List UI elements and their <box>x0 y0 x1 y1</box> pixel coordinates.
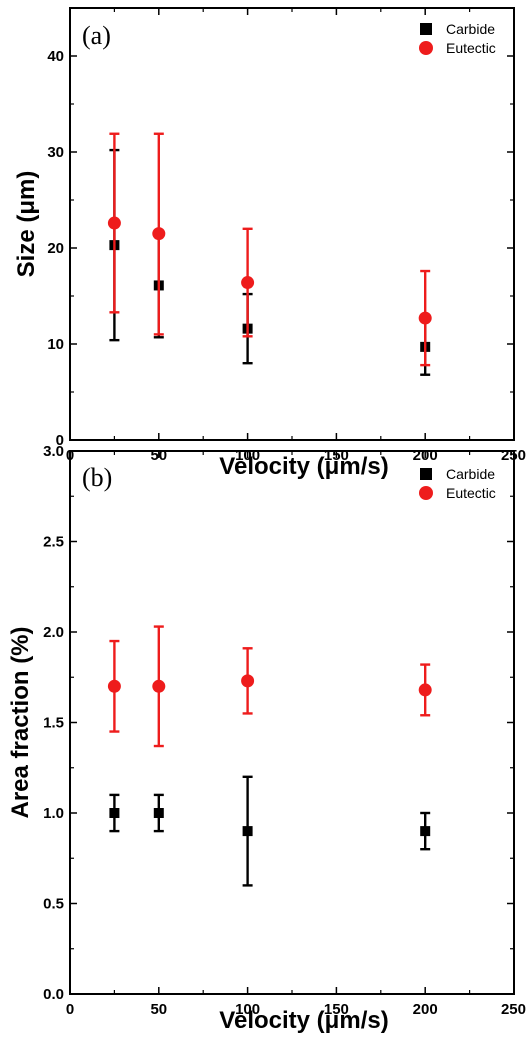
panel-b-x-tick-label: 50 <box>150 1001 167 1018</box>
panel-a-y-tick-label: 30 <box>47 144 64 161</box>
panel-b-carbide-point <box>242 826 253 837</box>
panel-a-legend-carbide-label: Carbide <box>446 21 495 37</box>
panel-b-y-axis-label: Area fraction (%) <box>7 626 34 818</box>
panel-b-eutectic-point <box>152 679 166 693</box>
panel-a-eutectic-point <box>241 276 255 290</box>
panel-a-eutectic-point <box>152 227 166 241</box>
panel-b-panel-label: (b) <box>82 463 112 492</box>
panel-b-carbide-point <box>109 808 120 818</box>
panel-a-y-tick-label: 0 <box>56 432 64 449</box>
panel-b-eutectic-point <box>241 674 255 688</box>
panel-b-x-axis-label: Velocity (μm/s) <box>219 1007 388 1034</box>
panel-a-x-axis-label: Velocity (μm/s) <box>219 453 388 480</box>
panel-b-y-tick-label: 2.0 <box>43 624 64 641</box>
panel-b-y-tick-label: 2.5 <box>43 534 64 551</box>
panel-b-eutectic-point <box>107 679 121 693</box>
panel-b-x-tick-label: 200 <box>413 1001 438 1018</box>
panel-b-legend-carbide-label: Carbide <box>446 466 495 482</box>
panel-b-x-tick-label: 250 <box>501 1001 526 1018</box>
panel-b-carbide-point <box>420 826 431 837</box>
panel-a-y-axis-label: Size (μm) <box>13 171 40 278</box>
panel-b-plot-frame <box>69 450 515 995</box>
panel-b-eutectic-point <box>418 683 432 697</box>
panel-a-legend-eutectic-marker <box>419 41 433 55</box>
panel-b-x-tick-label: 0 <box>66 1001 74 1018</box>
panel-a-eutectic-point <box>107 216 121 230</box>
panel-a-y-tick-label: 10 <box>47 336 64 353</box>
panel-a-panel-label: (a) <box>82 21 111 50</box>
panel-b-y-tick-label: 0.5 <box>43 896 64 913</box>
panel-a-y-tick-label: 40 <box>47 48 64 65</box>
panel-a-plot-frame <box>69 7 515 441</box>
panel-b-carbide-point <box>153 808 164 818</box>
panel-a-eutectic-point <box>418 311 432 325</box>
panel-b-y-tick-label: 3.0 <box>43 443 64 460</box>
panel-a-legend-carbide-marker <box>420 23 432 35</box>
panel-b-legend-eutectic-label: Eutectic <box>446 485 496 501</box>
panel-b-x-tick-label: 100 <box>235 1001 260 1018</box>
panel-b-y-tick-label: 0.0 <box>43 986 64 1003</box>
panel-b-y-tick-label: 1.0 <box>43 805 64 822</box>
panel-b-legend-eutectic-marker <box>419 486 433 500</box>
panel-a-y-tick-label: 20 <box>47 240 64 257</box>
panel-a-chart: 050100150200250010203040Velocity (μm/s)S… <box>13 7 526 480</box>
panel-b-chart: 0 50 100 150 200 250 0.0 0.5 1.0 1.5 2.0 2.5 3.0 Velo… <box>7 443 526 1034</box>
panel-b-legend-carbide-marker <box>420 468 432 480</box>
panel-a-legend-eutectic-label: Eutectic <box>446 40 496 56</box>
panel-b-x-tick-label: 150 <box>324 1001 349 1018</box>
panel-b-y-tick-label: 1.5 <box>43 715 64 732</box>
